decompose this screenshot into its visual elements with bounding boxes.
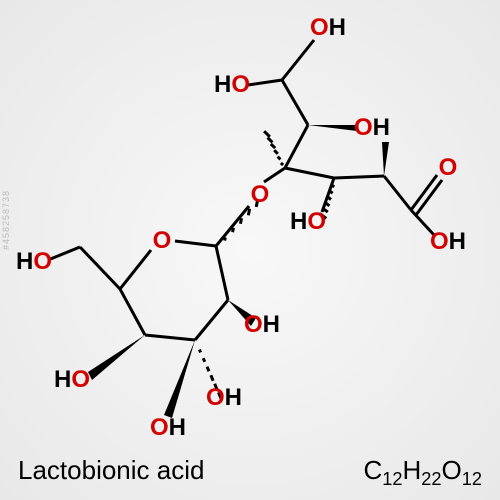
- atom-o_dbl: O: [439, 156, 458, 180]
- atom-oh_r1: OH: [354, 116, 390, 140]
- footer-row: Lactobionic acid C12H22O12: [0, 455, 500, 490]
- atom-ho_left1: HO: [214, 73, 250, 97]
- compound-name: Lactobionic acid: [18, 455, 204, 490]
- atom-oh_ring4: OH: [150, 416, 186, 440]
- atom-oh_ring1: OH: [244, 313, 280, 337]
- atom-o_link: O: [251, 183, 270, 207]
- watermark-id: #458258738: [1, 190, 11, 250]
- atom-oh_acid: OH: [430, 230, 466, 254]
- molecular-formula: C12H22O12: [364, 455, 483, 490]
- atom-o_ring: O: [153, 229, 172, 253]
- atom-oh_ring3: OH: [206, 386, 242, 410]
- atom-ho_r2: HO: [290, 210, 326, 234]
- atom-ho_far: HO: [16, 250, 52, 274]
- atom-ho_top: OH: [310, 16, 346, 40]
- atom-ho_ring2: HO: [54, 368, 90, 392]
